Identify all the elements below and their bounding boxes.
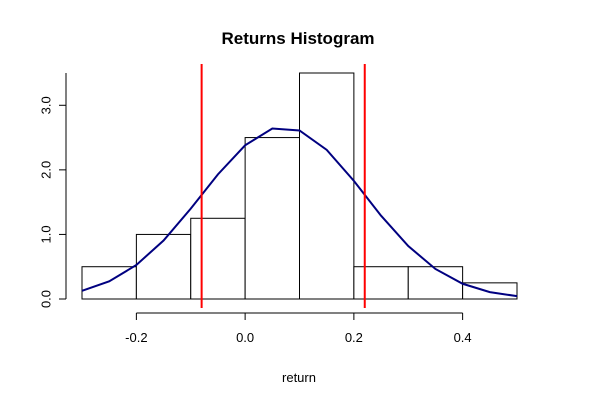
y-tick-label: 2.0 — [38, 161, 53, 179]
bar — [299, 72, 355, 300]
x-axis-label: return — [282, 370, 316, 385]
x-tick-label: 0.0 — [236, 330, 254, 345]
bar — [244, 137, 300, 300]
bar — [81, 266, 137, 300]
x-tick-label: 0.2 — [345, 330, 363, 345]
y-tick-label: 0.0 — [38, 290, 53, 308]
bar — [190, 217, 246, 300]
bar — [407, 266, 464, 300]
y-tick-label: 1.0 — [38, 225, 53, 243]
bar — [353, 266, 409, 300]
bar — [135, 233, 192, 300]
x-tick-label: 0.4 — [454, 330, 472, 345]
chart-title: Returns Histogram — [221, 29, 374, 48]
x-tick-label: -0.2 — [125, 330, 147, 345]
y-tick-label: 3.0 — [38, 96, 53, 114]
density-curve — [81, 127, 518, 298]
